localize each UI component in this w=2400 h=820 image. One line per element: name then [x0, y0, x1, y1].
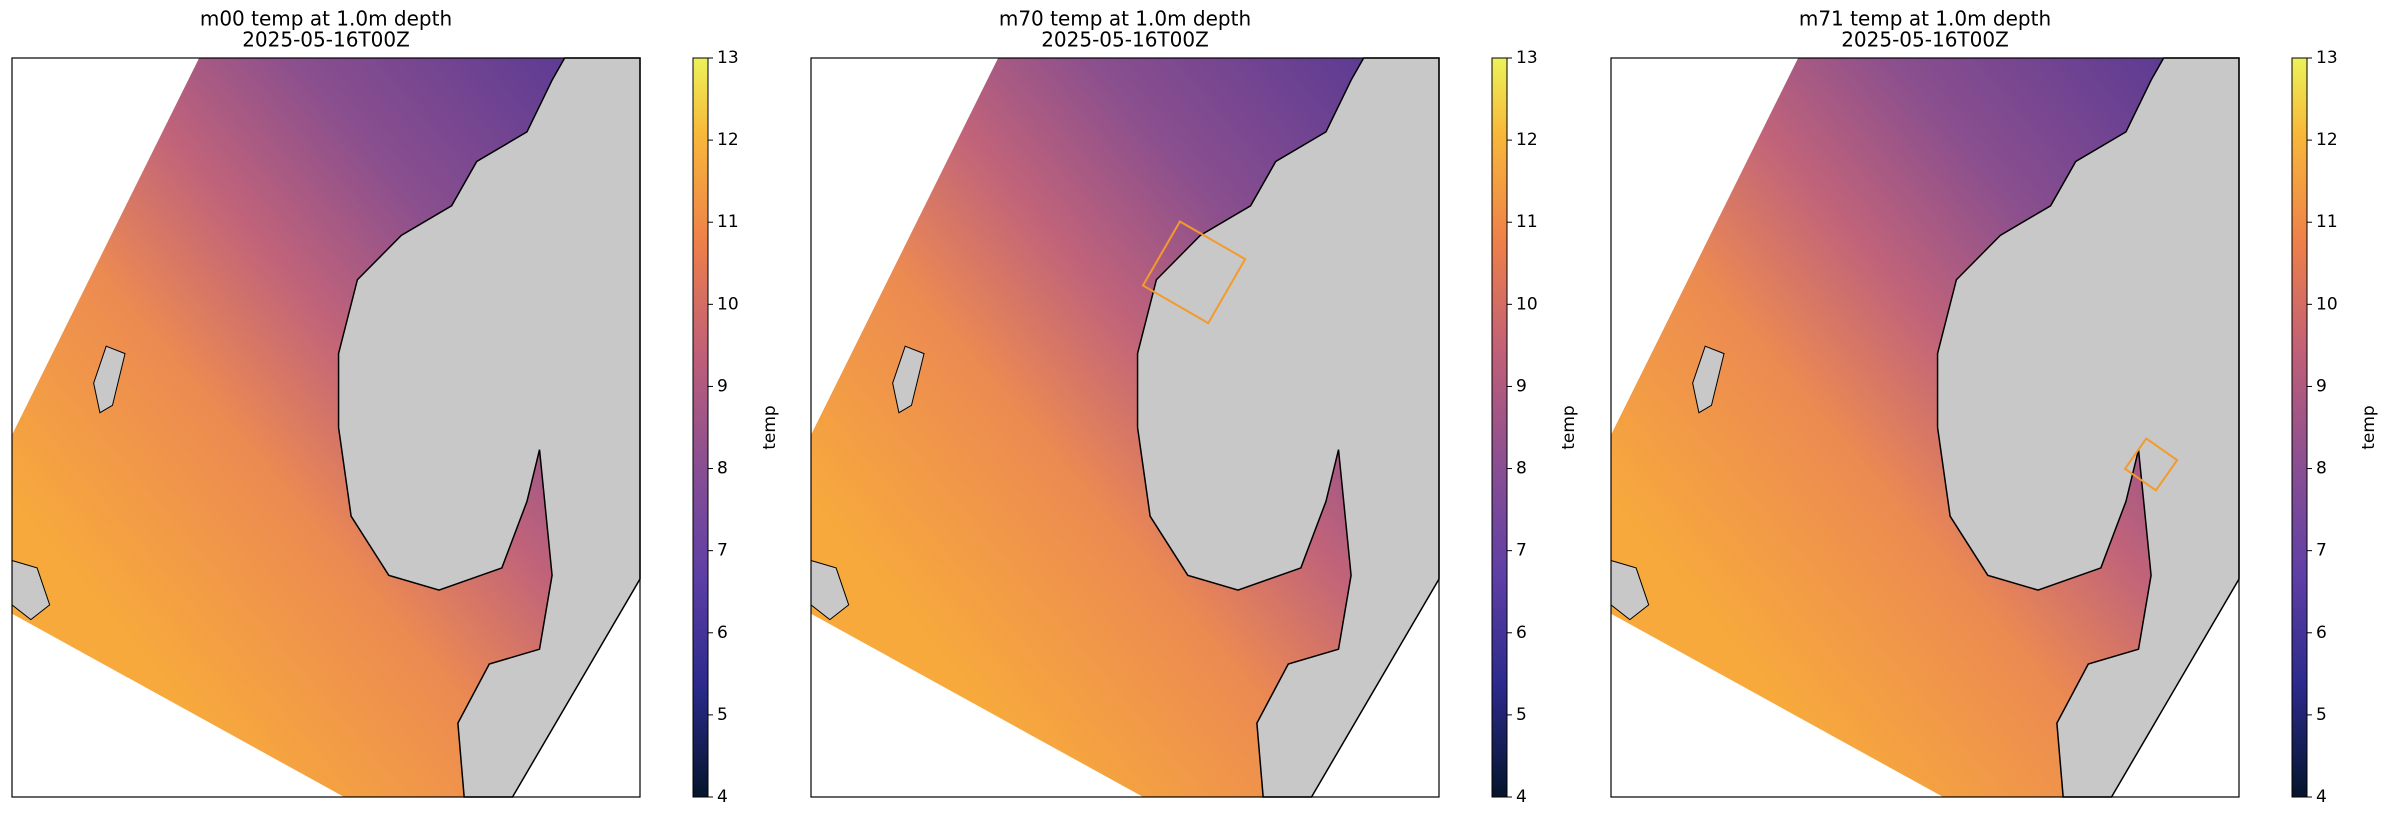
map-frame	[11, 57, 641, 798]
colorbar-label: temp	[1559, 405, 1579, 449]
colorbar-tick-label: 11	[2316, 212, 2338, 232]
colorbar	[1491, 57, 1508, 798]
colorbar-tick-label: 6	[1516, 623, 1527, 643]
colorbar-tick-label: 9	[717, 376, 728, 396]
island	[892, 345, 925, 414]
island	[93, 345, 126, 414]
colorbar-tick-label: 8	[717, 459, 728, 479]
colorbar-tick-label: 7	[717, 541, 728, 561]
colorbar	[2291, 57, 2308, 798]
colorbar-tick-label: 10	[2316, 294, 2338, 314]
colorbar-tick-label: 4	[1516, 787, 1527, 807]
colorbar-tick-label: 4	[717, 787, 728, 807]
colorbar-tick-label: 8	[1516, 459, 1527, 479]
colorbar	[692, 57, 709, 798]
island	[1692, 345, 1725, 414]
colorbar-tick-label: 13	[717, 48, 739, 68]
panel-title: m71 temp at 1.0m depth	[1799, 7, 2051, 31]
colorbar-tick-label: 9	[2316, 376, 2327, 396]
colorbar-tick-label: 9	[1516, 376, 1527, 396]
panel-subtitle: 2025-05-16T00Z	[1841, 28, 2009, 52]
panel-subtitle: 2025-05-16T00Z	[242, 28, 410, 52]
colorbar-tick-label: 13	[1516, 48, 1538, 68]
panel-title: m00 temp at 1.0m depth	[200, 7, 452, 31]
colorbar-tick-label: 12	[2316, 130, 2338, 150]
colorbar-tick-label: 6	[2316, 623, 2327, 643]
highlight-box	[1141, 220, 1247, 325]
panel-title: m70 temp at 1.0m depth	[999, 7, 1251, 31]
colorbar-tick-label: 6	[717, 623, 728, 643]
colorbar-tick-label: 5	[1516, 705, 1527, 725]
map-frame	[810, 57, 1440, 798]
colorbar-tick-label: 5	[2316, 705, 2327, 725]
colorbar-tick-label: 4	[2316, 787, 2327, 807]
colorbar-tick-label: 5	[717, 705, 728, 725]
panel-subtitle: 2025-05-16T00Z	[1041, 28, 1209, 52]
highlight-box	[2123, 437, 2179, 492]
colorbar-tick-label: 7	[1516, 541, 1527, 561]
colorbar-tick-label: 13	[2316, 48, 2338, 68]
colorbar-tick-label: 11	[717, 212, 739, 232]
colorbar-tick-label: 8	[2316, 459, 2327, 479]
colorbar-tick-label: 10	[717, 294, 739, 314]
colorbar-tick-label: 11	[1516, 212, 1538, 232]
colorbar-tick-label: 7	[2316, 541, 2327, 561]
colorbar-tick-label: 12	[717, 130, 739, 150]
colorbar-tick-label: 12	[1516, 130, 1538, 150]
colorbar-label: temp	[2359, 405, 2379, 449]
map-frame	[1610, 57, 2240, 798]
colorbar-label: temp	[760, 405, 780, 449]
colorbar-tick-label: 10	[1516, 294, 1538, 314]
